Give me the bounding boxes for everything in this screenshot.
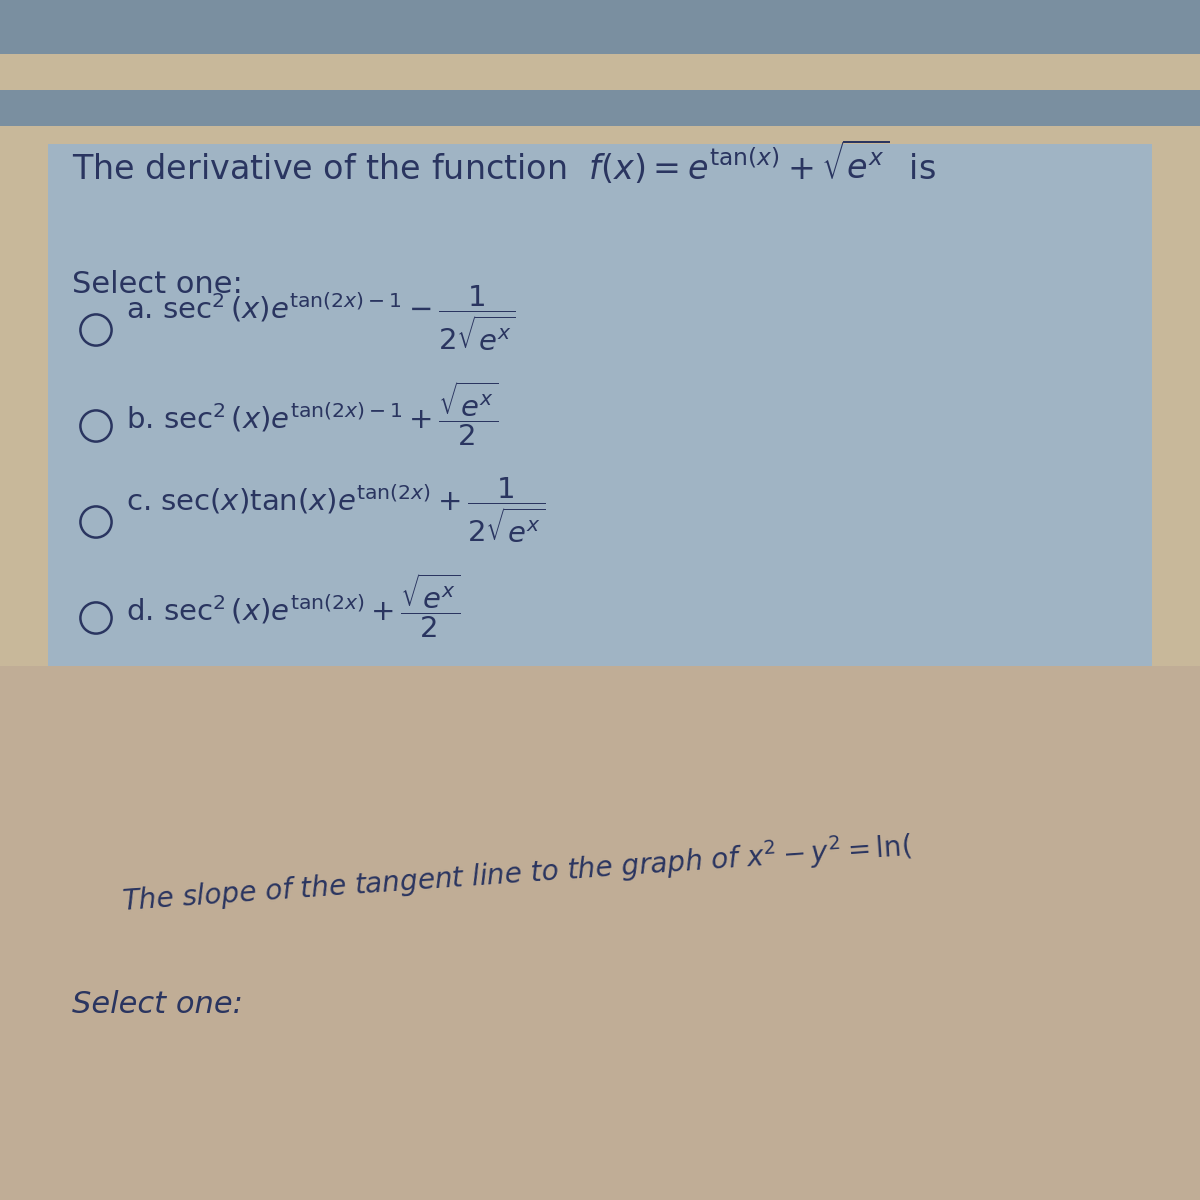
Text: b. $\sec^2(x)e^{\tan(2x)-1} + \dfrac{\sqrt{e^x}}{2}$: b. $\sec^2(x)e^{\tan(2x)-1} + \dfrac{\sq… [126,379,498,449]
Text: c. $\sec(x)\tan(x)e^{\tan(2x)} + \dfrac{1}{2\sqrt{e^x}}$: c. $\sec(x)\tan(x)e^{\tan(2x)} + \dfrac{… [126,475,545,545]
Text: The derivative of the function  $f(x) = e^{\tan(x)} + \sqrt{e^x}$  is: The derivative of the function $f(x) = e… [72,138,936,186]
Text: Select one:: Select one: [72,990,242,1019]
Text: The slope of the tangent line to the graph of $x^2 - y^2 = \ln($: The slope of the tangent line to the gra… [120,828,912,919]
Text: Select one:: Select one: [72,270,242,299]
Text: d. $\sec^2(x)e^{\tan(2x)} + \dfrac{\sqrt{e^x}}{2}$: d. $\sec^2(x)e^{\tan(2x)} + \dfrac{\sqrt… [126,571,460,641]
Text: a. $\sec^2(x)e^{\tan(2x)-1} - \dfrac{1}{2\sqrt{e^x}}$: a. $\sec^2(x)e^{\tan(2x)-1} - \dfrac{1}{… [126,283,516,353]
